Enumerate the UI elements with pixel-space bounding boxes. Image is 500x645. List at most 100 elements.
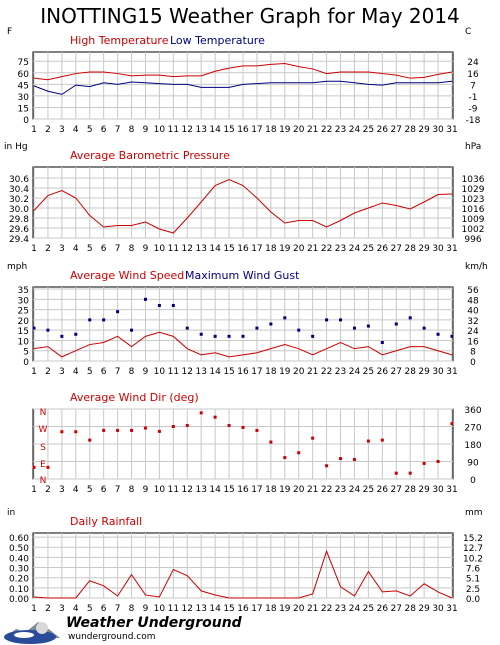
y-tick-label-right: -9 [469, 104, 478, 114]
y-tick-label-left: 0.10 [9, 585, 29, 595]
y-tick-label-left: 29.8 [9, 215, 29, 225]
series-line [33, 63, 453, 81]
y-tick-label-left: 15 [18, 104, 29, 114]
data-point [60, 334, 64, 338]
data-point [130, 428, 134, 432]
y-tick-label-right: 360 [464, 406, 481, 416]
y-tick-label-right: 32 [467, 317, 478, 327]
direction-letter: S [40, 443, 46, 453]
x-tick-label: 30 [432, 485, 444, 495]
page-title: INOTTING15 Weather Graph for May 2014 [40, 4, 460, 28]
y-tick-label-left: 35 [18, 286, 29, 296]
x-tick-label: 21 [307, 367, 318, 377]
y-tick-label-right: 1002 [462, 225, 485, 235]
y-tick-label-left: 30 [18, 93, 30, 103]
y-unit-label-left: mph [7, 262, 27, 272]
x-tick-label: 8 [129, 125, 135, 135]
x-tick-label: 9 [143, 125, 149, 135]
x-tick-label: 31 [446, 244, 457, 254]
x-tick-label: 31 [446, 485, 457, 495]
data-point [32, 326, 36, 330]
y-tick-label-right: 24 [467, 58, 479, 68]
x-tick-label: 3 [59, 485, 65, 495]
x-tick-label: 19 [279, 244, 291, 254]
data-point [422, 326, 426, 330]
y-tick-label-left: 30.6 [9, 175, 29, 185]
x-tick-label: 19 [279, 125, 291, 135]
y-tick-label-right: 0 [470, 476, 476, 486]
y-tick-label-right: 1036 [462, 175, 485, 185]
x-tick-label: 17 [251, 244, 262, 254]
x-tick-label: 27 [391, 244, 402, 254]
y-tick-label-left: 15 [18, 327, 29, 337]
y-tick-label-right: 16 [467, 70, 479, 80]
x-tick-label: 23 [335, 604, 346, 614]
x-tick-label: 12 [182, 604, 193, 614]
x-tick-label: 3 [59, 367, 65, 377]
x-tick-label: 12 [182, 367, 193, 377]
x-tick-label: 1 [31, 485, 37, 495]
x-tick-label: 20 [293, 125, 305, 135]
data-point [339, 318, 343, 322]
data-point [171, 304, 175, 307]
x-tick-label: 20 [293, 244, 305, 254]
data-point [199, 332, 203, 336]
x-tick-label: 5 [87, 125, 93, 135]
y-tick-label-right: 1023 [462, 195, 485, 205]
y-tick-label-left: 5 [23, 348, 29, 358]
data-point [213, 415, 217, 419]
x-tick-label: 26 [377, 125, 389, 135]
data-point [436, 460, 440, 463]
data-point [171, 425, 175, 428]
x-tick-label: 28 [404, 485, 416, 495]
y-tick-label-left: 75 [18, 58, 29, 68]
y-tick-label-left: 0.20 [9, 575, 29, 585]
x-tick-label: 4 [73, 244, 79, 254]
x-tick-label: 21 [307, 244, 318, 254]
x-tick-label: 23 [335, 244, 346, 254]
series-line [33, 331, 453, 358]
x-tick-label: 9 [143, 485, 149, 495]
data-point [366, 324, 370, 328]
x-tick-label: 7 [115, 604, 121, 614]
x-tick-label: 13 [195, 485, 206, 495]
y-tick-label-left: 0.40 [9, 554, 29, 564]
wu-footer[interactable]: Weather Underground wunderground.com [0, 612, 300, 645]
x-tick-label: 11 [168, 485, 179, 495]
data-point [311, 334, 315, 338]
y-tick-label-right: 2.5 [466, 585, 480, 595]
y-tick-label-right: 10.2 [463, 554, 483, 564]
x-tick-label: 6 [101, 244, 107, 254]
x-tick-label: 17 [251, 367, 262, 377]
series-legend-label: Average Wind Speed [70, 269, 184, 282]
data-point [88, 438, 92, 442]
data-point [60, 430, 64, 434]
data-point [255, 428, 259, 432]
x-tick-label: 1 [31, 367, 37, 377]
x-tick-label: 7 [115, 244, 121, 254]
y-tick-label-right: 1009 [462, 215, 485, 225]
data-point [450, 334, 454, 338]
y-tick-label-right: 24 [467, 327, 479, 337]
x-tick-label: 3 [59, 244, 65, 254]
x-tick-label: 6 [101, 485, 107, 495]
data-point [352, 326, 356, 330]
x-tick-label: 18 [265, 485, 277, 495]
x-tick-label: 6 [101, 367, 107, 377]
x-tick-label: 16 [237, 604, 249, 614]
x-tick-label: 19 [279, 367, 291, 377]
x-tick-label: 16 [237, 367, 249, 377]
x-tick-label: 6 [101, 604, 107, 614]
x-tick-label: 26 [377, 244, 389, 254]
data-point [74, 332, 78, 336]
x-tick-label: 14 [209, 244, 221, 254]
data-point [394, 322, 398, 326]
series-line [33, 80, 453, 95]
data-point [408, 316, 412, 320]
x-tick-label: 19 [279, 485, 291, 495]
x-tick-label: 12 [182, 244, 193, 254]
x-tick-label: 27 [391, 367, 402, 377]
x-tick-label: 17 [251, 604, 262, 614]
x-tick-label: 23 [335, 367, 346, 377]
x-tick-label: 22 [321, 244, 332, 254]
